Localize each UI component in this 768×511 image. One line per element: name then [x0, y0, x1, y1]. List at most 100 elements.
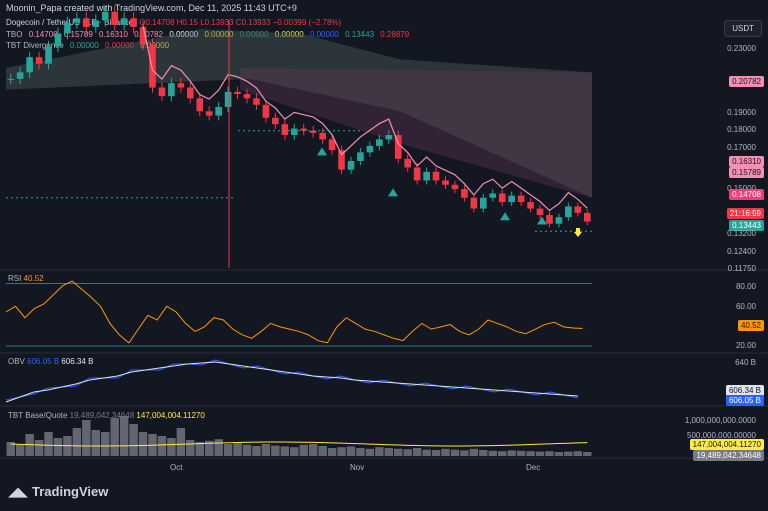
- candle: [423, 171, 430, 181]
- candle: [309, 130, 317, 133]
- candle: [470, 197, 478, 209]
- obv-value-2: 606.34 B: [61, 357, 94, 366]
- volume-bar: [412, 448, 422, 456]
- candle: [234, 91, 241, 94]
- candle: [243, 93, 251, 99]
- volume-bar: [573, 451, 583, 456]
- volume-bar: [535, 451, 545, 456]
- price-tag: 0.15789: [729, 167, 764, 178]
- price-tag: 0.16310: [729, 156, 764, 167]
- arrow-marker: [574, 228, 582, 237]
- volume-bar: [15, 444, 25, 456]
- base-quote-axis-label: 1,000,000,000.0000: [684, 416, 756, 425]
- buy-triangle: [500, 212, 510, 221]
- price-tag: 0.13443: [729, 220, 764, 231]
- candle: [83, 18, 90, 27]
- volume-bar: [91, 430, 101, 456]
- tbo-label[interactable]: TBO: [6, 30, 23, 39]
- tbo-legend: TBO 0.14708 0.15789 0.16310 0.20782 0.00…: [6, 30, 413, 39]
- volume-bar: [346, 446, 356, 456]
- currency-button[interactable]: USDT: [724, 20, 762, 37]
- volume-bar: [460, 450, 469, 456]
- volume-bar: [167, 438, 176, 456]
- candle: [272, 117, 279, 125]
- candle: [366, 145, 374, 153]
- volume-bar: [469, 448, 479, 456]
- volume-bar: [204, 440, 214, 456]
- price-axis-label: 0.15000: [727, 184, 756, 193]
- volume-bar: [280, 446, 290, 456]
- volume-bar: [290, 447, 299, 456]
- volume-bar: [564, 451, 573, 456]
- candle: [120, 18, 128, 25]
- rsi-axis-label: 60.00: [735, 302, 756, 311]
- candle: [555, 217, 563, 224]
- candle: [177, 83, 185, 88]
- volume-bar: [375, 447, 384, 456]
- symbol-legend: Dogecoin / TetherUS · 1D · Binance O0.14…: [6, 18, 345, 27]
- candle: [527, 202, 534, 209]
- base-quote-pane: [6, 416, 592, 456]
- candle: [73, 18, 81, 23]
- volume-bar: [299, 444, 308, 456]
- candle: [168, 83, 175, 97]
- candle: [574, 206, 582, 213]
- tbo-value-9: 0.13443: [345, 30, 375, 39]
- candle: [479, 197, 487, 209]
- tbo-value-5: 0.00000: [204, 30, 234, 39]
- tbo-div-label[interactable]: TBT Divergence: [6, 41, 64, 50]
- buy-triangle: [317, 147, 327, 156]
- price-tag: 0.20782: [729, 76, 764, 87]
- candle: [186, 87, 194, 99]
- ohlc-values: O0.14708 H0.15 L0.13933 C0.13933 −0.0039…: [139, 18, 342, 27]
- candle: [442, 180, 449, 185]
- volume-bar: [157, 436, 167, 456]
- candle: [139, 26, 147, 45]
- tbo-value-1: 0.15789: [63, 30, 93, 39]
- volume-bar: [44, 432, 53, 456]
- price-axis-label: 0.17000: [727, 143, 756, 152]
- rsi-legend: RSI 40.52: [8, 274, 44, 283]
- rsi-label[interactable]: RSI: [8, 274, 22, 283]
- tbo-value-4: 0.00000: [169, 30, 199, 39]
- candle: [489, 193, 497, 198]
- rsi-axis-label: 80.00: [735, 282, 756, 291]
- obv-tag: 606.05 B: [725, 395, 764, 406]
- candle: [432, 171, 440, 181]
- chart-attribution: Moonin_Papa created with TradingView.com…: [6, 3, 297, 13]
- candle: [281, 124, 289, 136]
- rsi-axis-label: 20.00: [735, 341, 756, 350]
- obv-label[interactable]: OBV: [8, 357, 25, 366]
- candle: [35, 57, 43, 64]
- candle: [413, 167, 421, 181]
- obv-legend: OBV 606.05 B 606.34 B: [8, 357, 93, 366]
- tbo-div-value-0: 0.00000: [69, 41, 99, 50]
- volume-bar: [441, 448, 450, 456]
- base-quote-value-2: 147,004,004.11270: [136, 411, 205, 420]
- base-quote-label[interactable]: TBT Base/Quote: [8, 411, 68, 420]
- volume-bar: [72, 428, 82, 456]
- volume-bar: [53, 438, 63, 456]
- candle: [205, 111, 213, 116]
- volume-bar: [545, 451, 554, 456]
- tbo-value-8: 0.00000: [309, 30, 339, 39]
- price-tag: 0.14708: [729, 189, 764, 200]
- rsi-tag: 40.52: [737, 320, 764, 331]
- candle: [517, 195, 525, 203]
- tbo-value-10: 0.28879: [380, 30, 410, 39]
- price-axis-label: 0.12400: [727, 247, 756, 256]
- volume-bar: [242, 444, 252, 456]
- volume-bar: [82, 420, 91, 456]
- base-quote-axis-label: 500,000,000.00000: [687, 431, 756, 440]
- candle: [64, 22, 71, 34]
- price-axis-label: 0.13200: [727, 229, 756, 238]
- candle: [347, 160, 355, 170]
- symbol-name[interactable]: Dogecoin / TetherUS · 1D · Binance: [6, 18, 134, 27]
- countdown-tag: 21:16:59: [726, 208, 764, 219]
- obv-value-1: 606.05 B: [27, 357, 60, 366]
- volume-bar: [526, 451, 535, 456]
- volume-bar: [195, 442, 204, 456]
- candle: [328, 139, 336, 151]
- obv-axis-label: 640 B: [735, 358, 756, 367]
